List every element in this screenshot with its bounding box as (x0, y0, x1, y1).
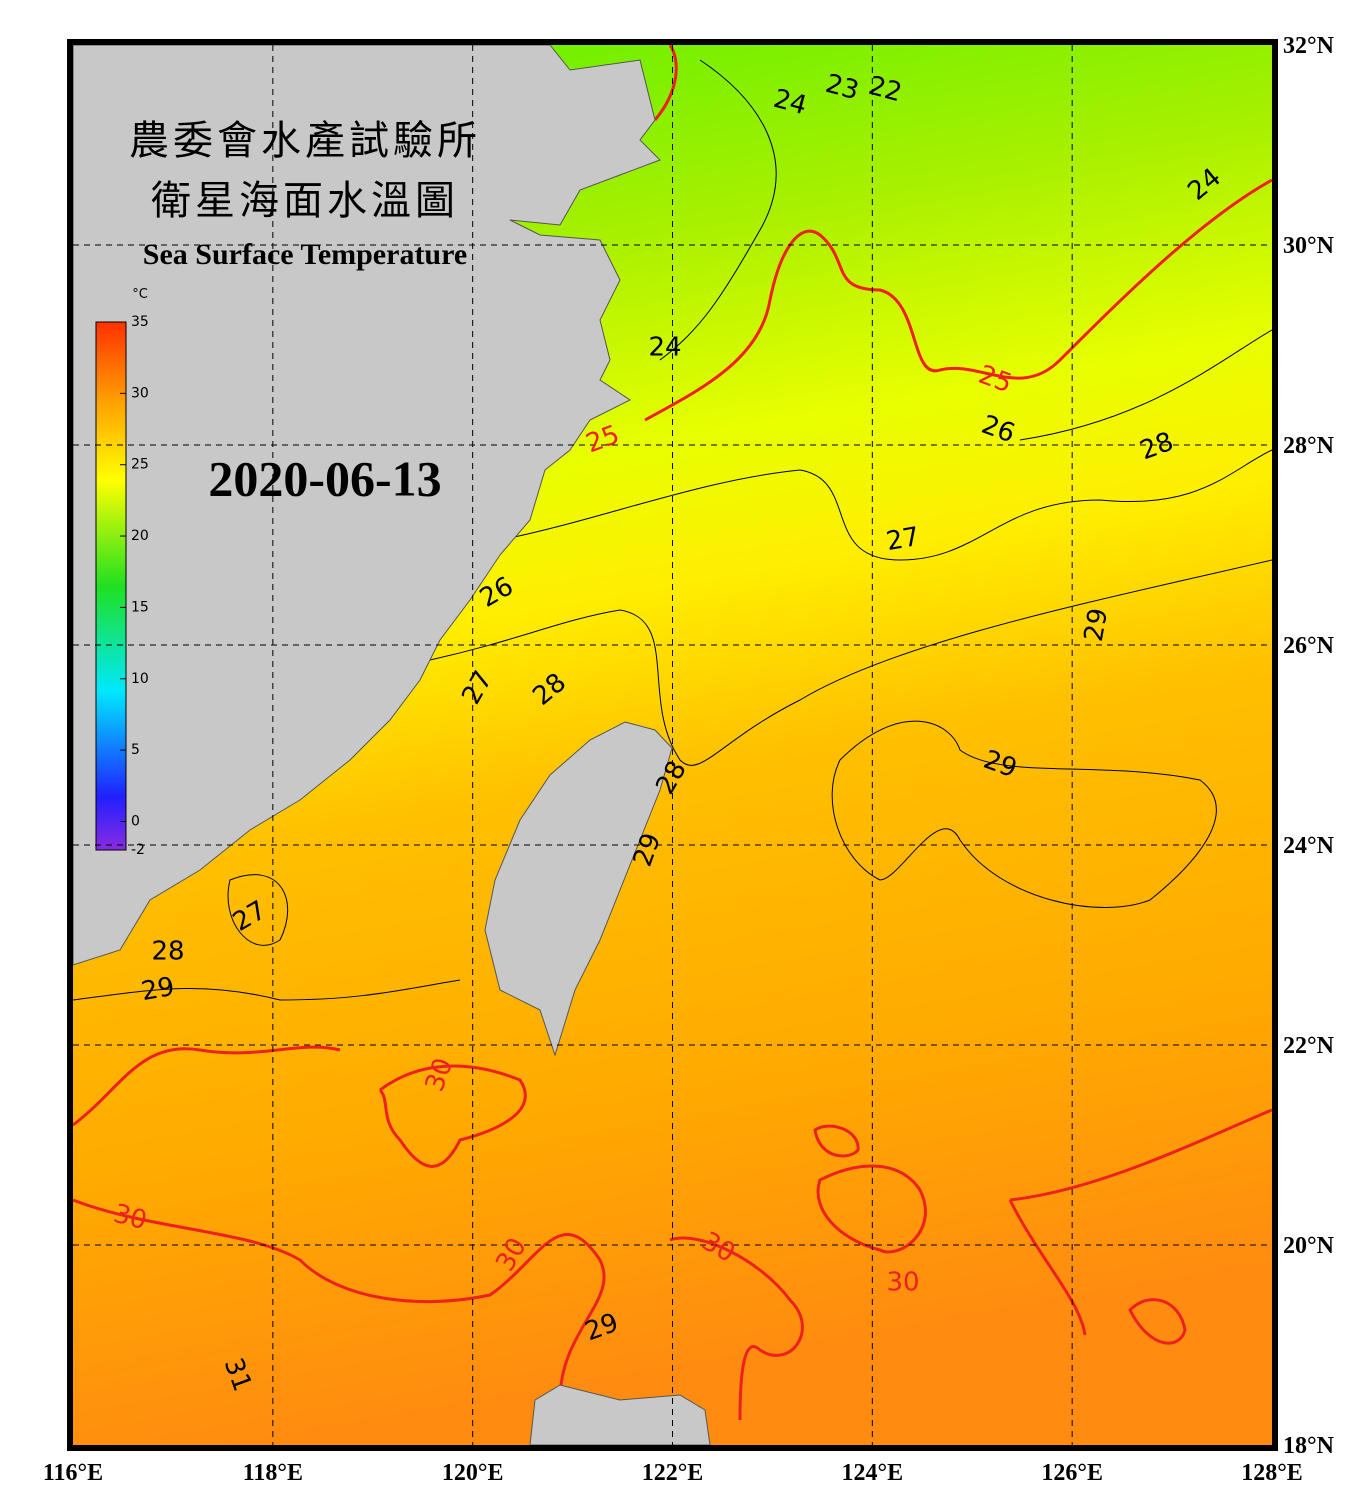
colorbar-tick-label: 15 (131, 599, 149, 615)
lon-tick-label: 128°E (1241, 1460, 1303, 1486)
colorbar-tick-label: 30 (131, 385, 149, 401)
colorbar-tick-label: 10 (131, 671, 149, 687)
title-zh: 衛星海面水溫圖 (151, 178, 459, 223)
colorbar-tick-label: 0 (131, 813, 140, 829)
title-en: Sea Surface Temperature (143, 238, 467, 271)
colorbar-tick-label: 25 (131, 457, 149, 473)
contour-label: 24 (648, 333, 681, 363)
lon-tick-label: 126°E (1041, 1460, 1103, 1486)
title-zh: 農委會水產試驗所 (129, 118, 481, 163)
taiwan (484, 721, 673, 1057)
mainland (72, 44, 661, 966)
contour-label: 29 (139, 972, 177, 1007)
colorbar-tick-label: 20 (131, 528, 149, 544)
contour-label: 28 (151, 937, 184, 967)
date: 2020-06-13 (208, 450, 441, 506)
lon-tick-label: 122°E (642, 1460, 704, 1486)
lat-tick-label: 28°N (1283, 433, 1335, 459)
luzon (529, 1384, 711, 1446)
lat-tick-label: 26°N (1283, 633, 1335, 659)
colorbar (95, 321, 127, 851)
contour-label: 27 (884, 522, 922, 557)
colorbar-tick-label: -2 (131, 842, 145, 858)
lon-tick-label: 120°E (442, 1460, 504, 1486)
lat-tick-label: 20°N (1283, 1233, 1335, 1259)
lat-tick-label: 30°N (1283, 233, 1335, 259)
lon-tick-label: 116°E (43, 1460, 103, 1486)
lat-tick-label: 24°N (1283, 833, 1335, 859)
lat-tick-label: 18°N (1283, 1433, 1335, 1459)
colorbar-unit: °C (132, 287, 148, 302)
contours-major (72, 44, 1273, 1421)
lat-tick-label: 32°N (1283, 33, 1335, 59)
lon-tick-label: 124°E (842, 1460, 904, 1486)
colorbar-tick-label: 35 (131, 314, 149, 330)
land (72, 44, 711, 1446)
contour-label: 30 (886, 1268, 919, 1298)
contour-label: 29 (1079, 606, 1114, 644)
contours (72, 59, 1273, 1001)
colorbar-tick-label: 5 (131, 742, 140, 758)
lat-tick-label: 22°N (1283, 1033, 1335, 1059)
lon-tick-label: 118°E (243, 1460, 303, 1486)
